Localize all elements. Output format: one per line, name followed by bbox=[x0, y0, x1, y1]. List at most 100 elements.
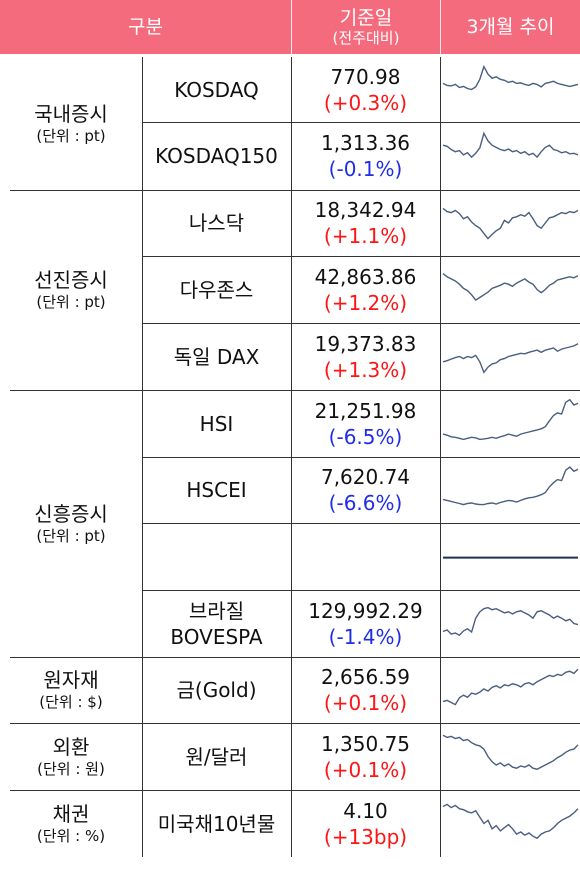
category-name: 국내증시 bbox=[34, 101, 108, 126]
index-value-cell: 1,350.75 (+0.1%) bbox=[291, 723, 440, 790]
row-divider bbox=[142, 323, 580, 324]
category-name: 원자재 bbox=[43, 668, 99, 692]
category-commodity: 원자재 (단위 : $) bbox=[0, 657, 142, 723]
category-unit: (단위 : pt) bbox=[36, 126, 106, 145]
category-unit: (단위 : pt) bbox=[36, 526, 106, 545]
weekly-change: (+1.1%) bbox=[323, 224, 408, 248]
row-divider bbox=[142, 590, 580, 591]
group-divider bbox=[10, 790, 580, 791]
weekly-change: (+0.1%) bbox=[323, 691, 408, 715]
trend-sparkline bbox=[441, 259, 580, 320]
weekly-change: (-0.1%) bbox=[328, 157, 403, 181]
weekly-change: (-1.4%) bbox=[328, 624, 403, 649]
weekly-change: (-6.5%) bbox=[328, 424, 403, 449]
trend-sparkline bbox=[441, 125, 580, 187]
index-value-cell: 21,251.98 (-6.5%) bbox=[291, 390, 440, 457]
index-value: 18,342.94 bbox=[314, 198, 417, 222]
index-value-cell: 129,992.29 (-1.4%) bbox=[291, 590, 440, 657]
index-value: 2,656.59 bbox=[320, 665, 411, 689]
sparkline-series bbox=[442, 398, 579, 441]
category-fx: 외환 (단위 : 원) bbox=[0, 723, 142, 790]
index-name bbox=[142, 523, 291, 590]
index-value: 1,313.36 bbox=[320, 131, 411, 155]
index-value: 4.10 bbox=[343, 798, 388, 823]
index-name: KOSDAQ150 bbox=[155, 144, 278, 168]
trend-sparkline bbox=[441, 593, 580, 654]
index-value: 129,992.29 bbox=[308, 598, 423, 623]
index-name: 나스닥 bbox=[188, 211, 245, 235]
row-divider bbox=[142, 457, 580, 458]
category-domestic-equity: 국내증시 (단위 : pt) bbox=[0, 57, 142, 190]
trend-sparkline bbox=[441, 726, 580, 787]
sparkline-series bbox=[442, 273, 579, 302]
header-trend-label: 3개월 추이 bbox=[466, 16, 555, 38]
category-emerging-equity: 신흥증시 (단위 : pt) bbox=[0, 390, 142, 657]
weekly-change: (+0.1%) bbox=[323, 757, 408, 782]
index-name: 원/달러 bbox=[185, 744, 248, 769]
index-value: 42,863.86 bbox=[314, 264, 417, 289]
group-divider bbox=[10, 723, 580, 724]
sparkline-series bbox=[442, 64, 579, 91]
sparkline-series bbox=[442, 466, 579, 506]
category-unit: (단위 : 원) bbox=[37, 759, 105, 778]
index-value-cell: 19,373.83 (+1.3%) bbox=[291, 323, 440, 390]
category-unit: (단위 : pt) bbox=[36, 293, 106, 311]
sparkline-series bbox=[442, 131, 579, 159]
trend-sparkline bbox=[441, 326, 580, 387]
header-category: 구분 bbox=[0, 0, 291, 54]
category-unit: (단위 : %) bbox=[36, 826, 106, 845]
index-value-cell: 42,863.86 (+1.2%) bbox=[291, 256, 440, 323]
index-name: 금(Gold) bbox=[176, 678, 257, 702]
header-value: 기준일 (전주대비) bbox=[292, 0, 440, 54]
category-unit: (단위 : $) bbox=[39, 693, 103, 711]
index-value: 21,251.98 bbox=[314, 398, 417, 423]
header-category-label: 구분 bbox=[128, 16, 163, 38]
sparkline-series bbox=[442, 606, 579, 637]
category-name: 외환 bbox=[52, 734, 90, 759]
sparkline-series bbox=[442, 734, 579, 770]
index-name: 미국채10년물 bbox=[157, 811, 276, 836]
group-divider bbox=[10, 657, 580, 658]
trend-sparkline bbox=[441, 393, 580, 454]
trend-sparkline bbox=[441, 660, 580, 720]
weekly-change: (+1.2%) bbox=[323, 290, 408, 315]
row-divider bbox=[142, 523, 580, 524]
category-bond: 채권 (단위 : %) bbox=[0, 790, 142, 857]
index-value-cell: 18,342.94 (+1.1%) bbox=[291, 190, 440, 256]
row-divider bbox=[142, 122, 580, 123]
sparkline-series bbox=[442, 803, 579, 840]
index-value: 1,350.75 bbox=[320, 731, 411, 756]
trend-sparkline bbox=[441, 193, 580, 253]
index-value-cell: 770.98 (+0.3%) bbox=[291, 57, 440, 122]
index-value-cell: 1,313.36 (-0.1%) bbox=[291, 122, 440, 190]
header-value-label: 기준일 bbox=[339, 7, 393, 29]
trend-sparkline bbox=[441, 526, 580, 587]
index-name: HSI bbox=[199, 411, 234, 436]
index-name: HSCEI bbox=[186, 478, 247, 502]
weekly-change: (+1.3%) bbox=[323, 357, 408, 382]
category-name: 선진증시 bbox=[34, 268, 108, 292]
trend-sparkline bbox=[441, 793, 580, 854]
index-value: 770.98 bbox=[330, 64, 401, 89]
index-value-cell: 4.10 (+13bp) bbox=[291, 790, 440, 857]
index-value: 19,373.83 bbox=[314, 331, 417, 356]
index-name: 독일 DAX bbox=[173, 344, 260, 369]
index-value-cell: 2,656.59 (+0.1%) bbox=[291, 657, 440, 723]
table-header: 구분 기준일 (전주대비) 3개월 추이 bbox=[0, 0, 580, 54]
category-name: 채권 bbox=[52, 801, 90, 826]
category-name: 신흥증시 bbox=[34, 501, 108, 526]
sparkline-series bbox=[442, 343, 579, 374]
sparkline-series bbox=[442, 668, 579, 706]
header-divider bbox=[291, 0, 292, 54]
category-developed-equity: 선진증시 (단위 : pt) bbox=[0, 190, 142, 390]
sparkline-series bbox=[442, 207, 579, 240]
group-divider bbox=[10, 190, 580, 191]
group-divider bbox=[10, 390, 580, 391]
trend-sparkline bbox=[441, 60, 580, 119]
row-divider bbox=[142, 256, 580, 257]
index-value-cell: 7,620.74 (-6.6%) bbox=[291, 457, 440, 523]
header-divider bbox=[440, 0, 441, 54]
index-name: 브라질 BOVESPA bbox=[170, 598, 263, 649]
weekly-change: (-6.6%) bbox=[328, 491, 403, 515]
index-value-cell bbox=[291, 523, 440, 590]
